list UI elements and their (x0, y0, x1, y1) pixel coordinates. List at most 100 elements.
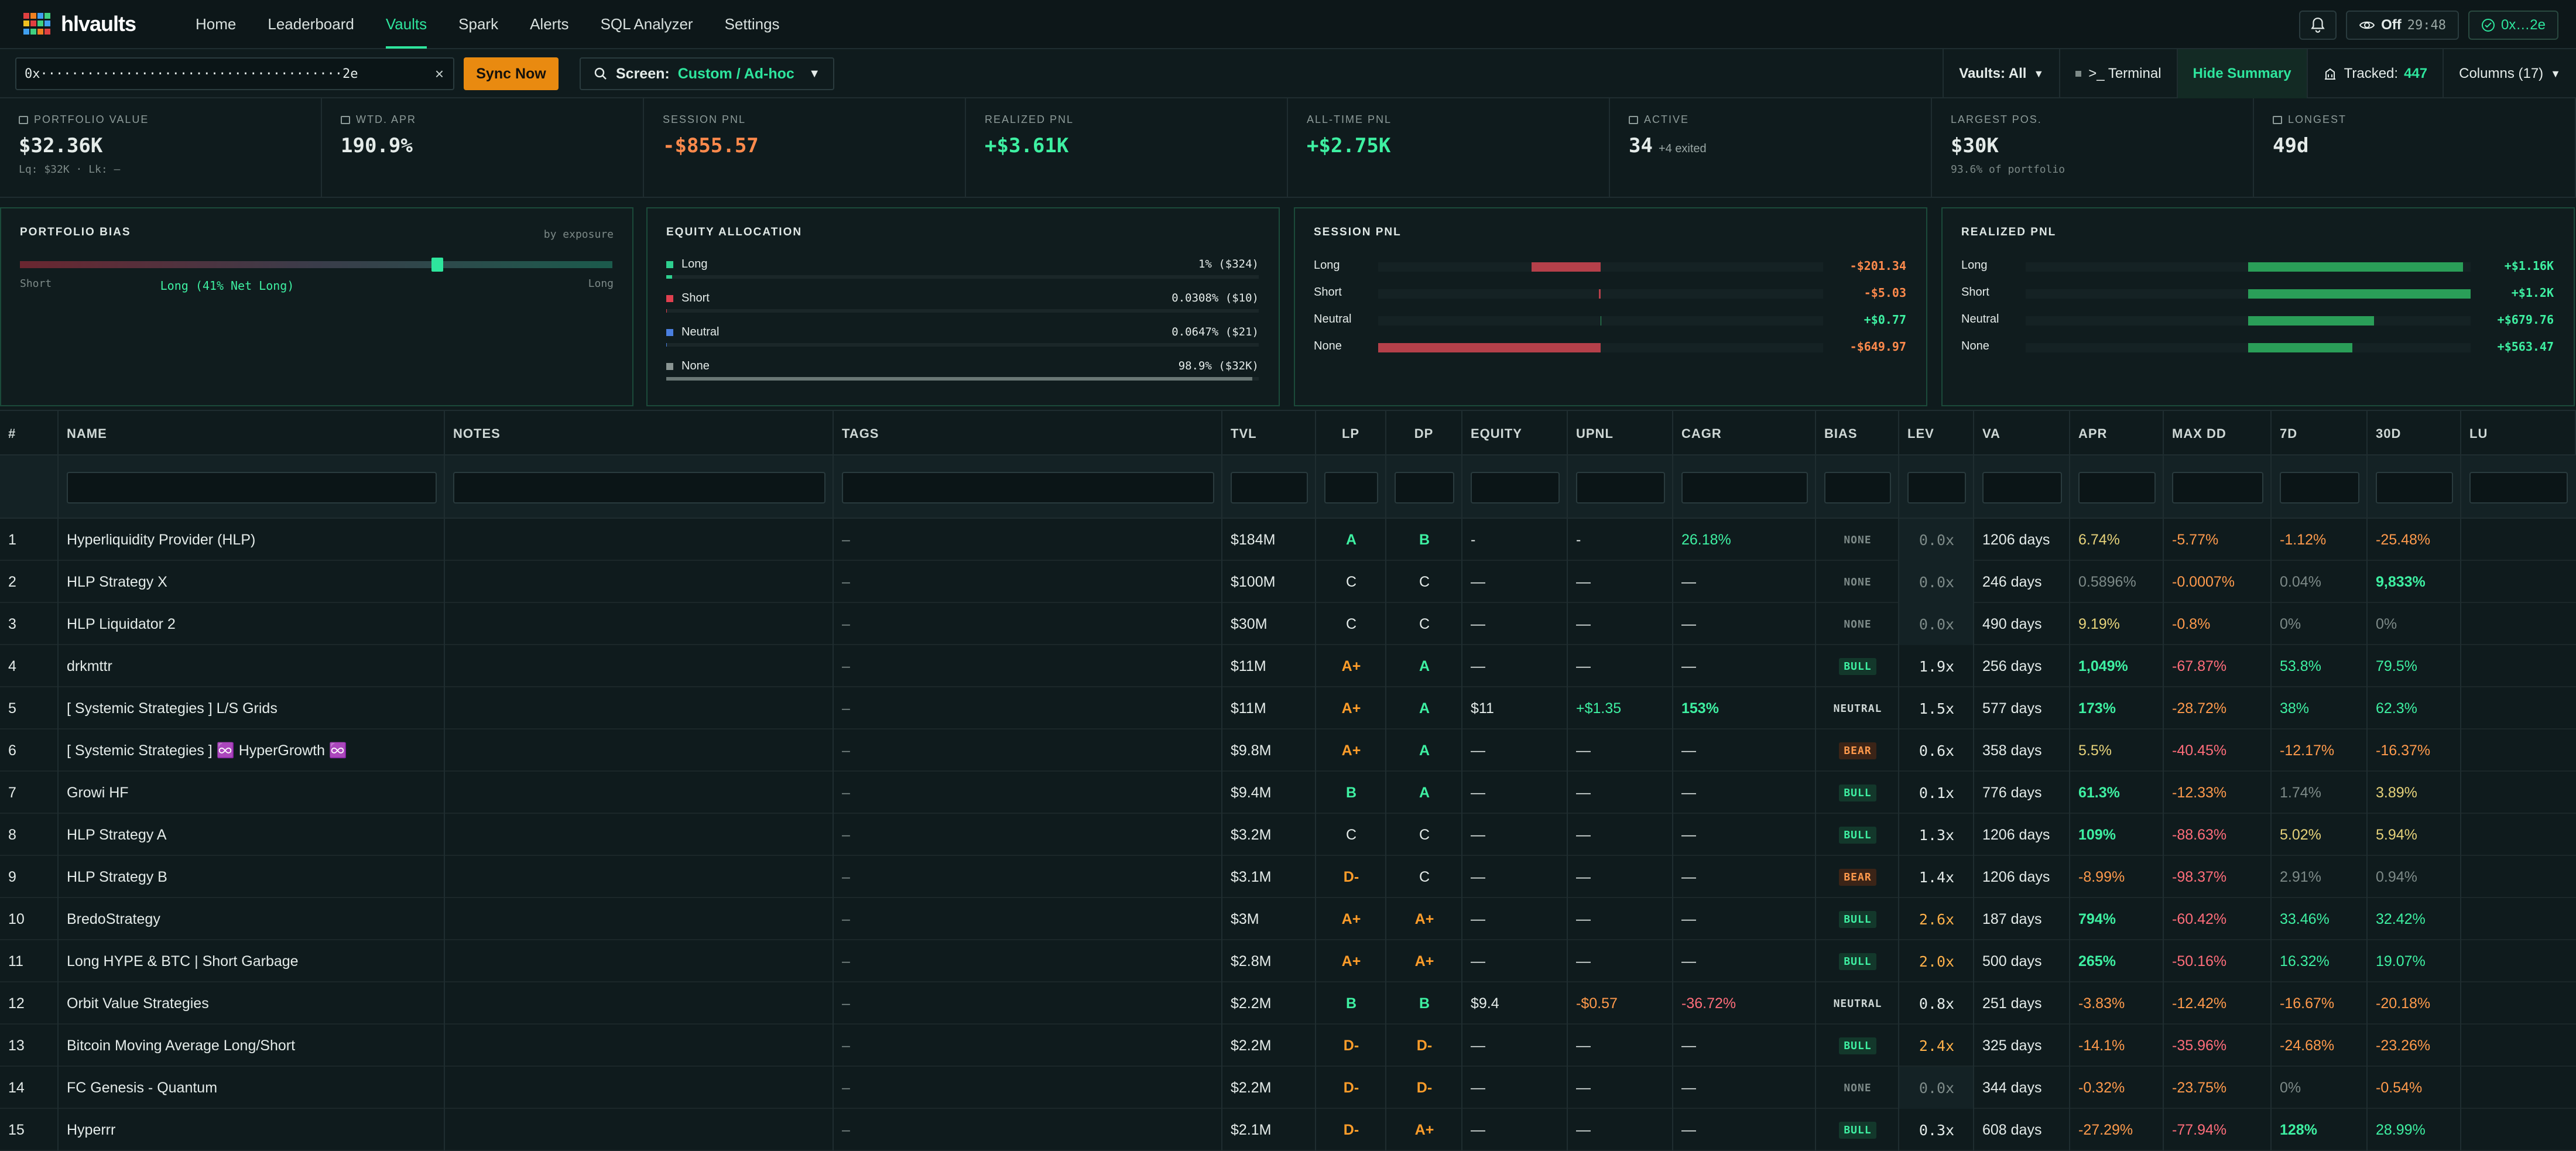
cell-name[interactable]: Growi HF (67, 784, 129, 801)
nav-item-vaults[interactable]: Vaults (385, 0, 427, 49)
screen-select[interactable]: Screen: Custom / Ad-hoc ▼ (580, 57, 834, 90)
filter-input-name[interactable] (67, 472, 437, 503)
cell-notes[interactable] (445, 603, 834, 645)
column-header-apr[interactable]: APR (2070, 411, 2164, 457)
columns-select[interactable]: Columns (17) ▼ (2443, 49, 2576, 98)
cell-name[interactable]: BredoStrategy (67, 910, 160, 927)
cell-tags[interactable]: – (842, 573, 850, 590)
filter-input-tvl[interactable] (1231, 472, 1308, 503)
filter-input-lu[interactable] (2469, 472, 2568, 503)
cell-tags[interactable]: – (842, 826, 850, 843)
table-row[interactable]: 11 Long HYPE & BTC | Short Garbage – $2.8M A… (0, 940, 2576, 982)
cell-notes[interactable] (445, 982, 834, 1025)
terminal-button[interactable]: >_ Terminal (2059, 49, 2176, 98)
filter-input-cagr[interactable] (1681, 472, 1808, 503)
clear-icon[interactable]: × (434, 64, 444, 83)
column-header-bias[interactable]: BIAS (1816, 411, 1899, 457)
nav-item-settings[interactable]: Settings (724, 15, 780, 33)
notifications-button[interactable] (2299, 11, 2337, 40)
column-header-va[interactable]: VA (1974, 411, 2070, 457)
brand-logo[interactable]: hlvaults (23, 12, 164, 36)
cell-notes[interactable] (445, 856, 834, 898)
cell-tags[interactable]: – (842, 657, 850, 674)
table-row[interactable]: 10 BredoStrategy – $3M A+ A+ — — — BULL 2.6x 187 da… (0, 898, 2576, 940)
filter-input-d30[interactable] (2376, 472, 2453, 503)
vaults-filter-select[interactable]: Vaults: All ▼ (1943, 49, 2059, 98)
cell-name[interactable]: Long HYPE & BTC | Short Garbage (67, 953, 299, 970)
cell-notes[interactable] (445, 814, 834, 856)
filter-input-dd[interactable] (2172, 472, 2263, 503)
table-row[interactable]: 3 HLP Liquidator 2 – $30M C C — — — NONE 0.0x 490 d… (0, 603, 2576, 645)
table-row[interactable]: 8 HLP Strategy A – $3.2M C C — — — BULL 1.3x 1206 d… (0, 814, 2576, 856)
table-row[interactable]: 14 FC Genesis - Quantum – $2.2M D- D- — — — NONE 0… (0, 1067, 2576, 1109)
tracked-button[interactable]: Tracked: 447 (2306, 49, 2443, 98)
column-header-name[interactable]: NAME (59, 411, 445, 457)
column-header-cagr[interactable]: CAGR (1673, 411, 1816, 457)
cell-tags[interactable]: – (842, 784, 850, 801)
nav-item-spark[interactable]: Spark (458, 15, 499, 33)
filter-input-d7[interactable] (2280, 472, 2359, 503)
cell-notes[interactable] (445, 1025, 834, 1067)
wallet-button[interactable]: 0x…2e (2468, 11, 2558, 40)
cell-notes[interactable] (445, 940, 834, 982)
cell-tags[interactable]: – (842, 995, 850, 1012)
filter-input-va[interactable] (1982, 472, 2062, 503)
nav-item-home[interactable]: Home (196, 15, 237, 33)
cell-tags[interactable]: – (842, 910, 850, 927)
cell-name[interactable]: [ Systemic Strategies ] ♾️ HyperGrowth ♾… (67, 742, 348, 759)
filter-input-apr[interactable] (2078, 472, 2156, 503)
table-row[interactable]: 9 HLP Strategy B – $3.1M D- C — — — BEAR 1.4x 1206 … (0, 856, 2576, 898)
cell-name[interactable]: HLP Strategy B (67, 868, 167, 885)
column-header--d[interactable]: 30D (2368, 411, 2461, 457)
cell-tags[interactable]: – (842, 742, 850, 759)
cell-tags[interactable]: – (842, 1121, 850, 1138)
filter-input-tags[interactable] (842, 472, 1214, 503)
cell-notes[interactable] (445, 772, 834, 814)
cell-name[interactable]: HLP Strategy X (67, 573, 167, 590)
table-row[interactable]: 5 [ Systemic Strategies ] L/S Grids – $11M A… (0, 687, 2576, 729)
column-header-dp[interactable]: DP (1386, 411, 1462, 457)
cell-name[interactable]: drkmttr (67, 657, 112, 674)
cell-notes[interactable] (445, 898, 834, 940)
cell-notes[interactable] (445, 729, 834, 772)
cell-notes[interactable] (445, 687, 834, 729)
cell-name[interactable]: Bitcoin Moving Average Long/Short (67, 1037, 296, 1054)
table-row[interactable]: 4 drkmttr – $11M A+ A — — — BULL 1.9x 256 days 1,049… (0, 645, 2576, 687)
table-row[interactable]: 12 Orbit Value Strategies – $2.2M B B $9.4 -$0.… (0, 982, 2576, 1025)
cell-tags[interactable]: – (842, 953, 850, 970)
column-header-max-dd[interactable]: MAX DD (2164, 411, 2272, 457)
address-input[interactable]: 0x······································… (15, 57, 454, 90)
nav-item-alerts[interactable]: Alerts (530, 15, 569, 33)
privacy-toggle[interactable]: Off 29:48 (2346, 11, 2459, 40)
nav-item-leaderboard[interactable]: Leaderboard (268, 15, 354, 33)
column-header-lu[interactable]: LU (2461, 411, 2576, 457)
filter-input-lev[interactable] (1907, 472, 1966, 503)
filter-input-lp[interactable] (1324, 472, 1378, 503)
column-header--d[interactable]: 7D (2272, 411, 2368, 457)
cell-name[interactable]: Hyperrr (67, 1121, 116, 1138)
cell-name[interactable]: [ Systemic Strategies ] L/S Grids (67, 700, 278, 717)
column-header-index[interactable]: # (0, 411, 59, 457)
column-header-notes[interactable]: NOTES (445, 411, 834, 457)
nav-item-sql-analyzer[interactable]: SQL Analyzer (600, 15, 693, 33)
filter-input-equity[interactable] (1471, 472, 1560, 503)
cell-notes[interactable] (445, 645, 834, 687)
column-header-lev[interactable]: LEV (1899, 411, 1974, 457)
table-row[interactable]: 1 Hyperliquidity Provider (HLP) – $184M A B - -… (0, 519, 2576, 561)
column-header-upnl[interactable]: UPNL (1568, 411, 1673, 457)
cell-name[interactable]: Orbit Value Strategies (67, 995, 209, 1012)
cell-notes[interactable] (445, 1067, 834, 1109)
filter-input-upnl[interactable] (1576, 472, 1665, 503)
cell-name[interactable]: Hyperliquidity Provider (HLP) (67, 531, 256, 548)
table-row[interactable]: 13 Bitcoin Moving Average Long/Short – $2.2… (0, 1025, 2576, 1067)
cell-tags[interactable]: – (842, 1037, 850, 1054)
cell-tags[interactable]: – (842, 868, 850, 885)
cell-tags[interactable]: – (842, 700, 850, 717)
cell-tags[interactable]: – (842, 1079, 850, 1096)
cell-name[interactable]: HLP Liquidator 2 (67, 615, 176, 632)
filter-input-bias[interactable] (1824, 472, 1891, 503)
table-row[interactable]: 15 Hyperrr – $2.1M D- A+ — — — BULL 0.3x 608 days -2… (0, 1109, 2576, 1151)
cell-name[interactable]: HLP Strategy A (67, 826, 167, 843)
cell-notes[interactable] (445, 561, 834, 603)
column-header-tvl[interactable]: TVL (1222, 411, 1316, 457)
